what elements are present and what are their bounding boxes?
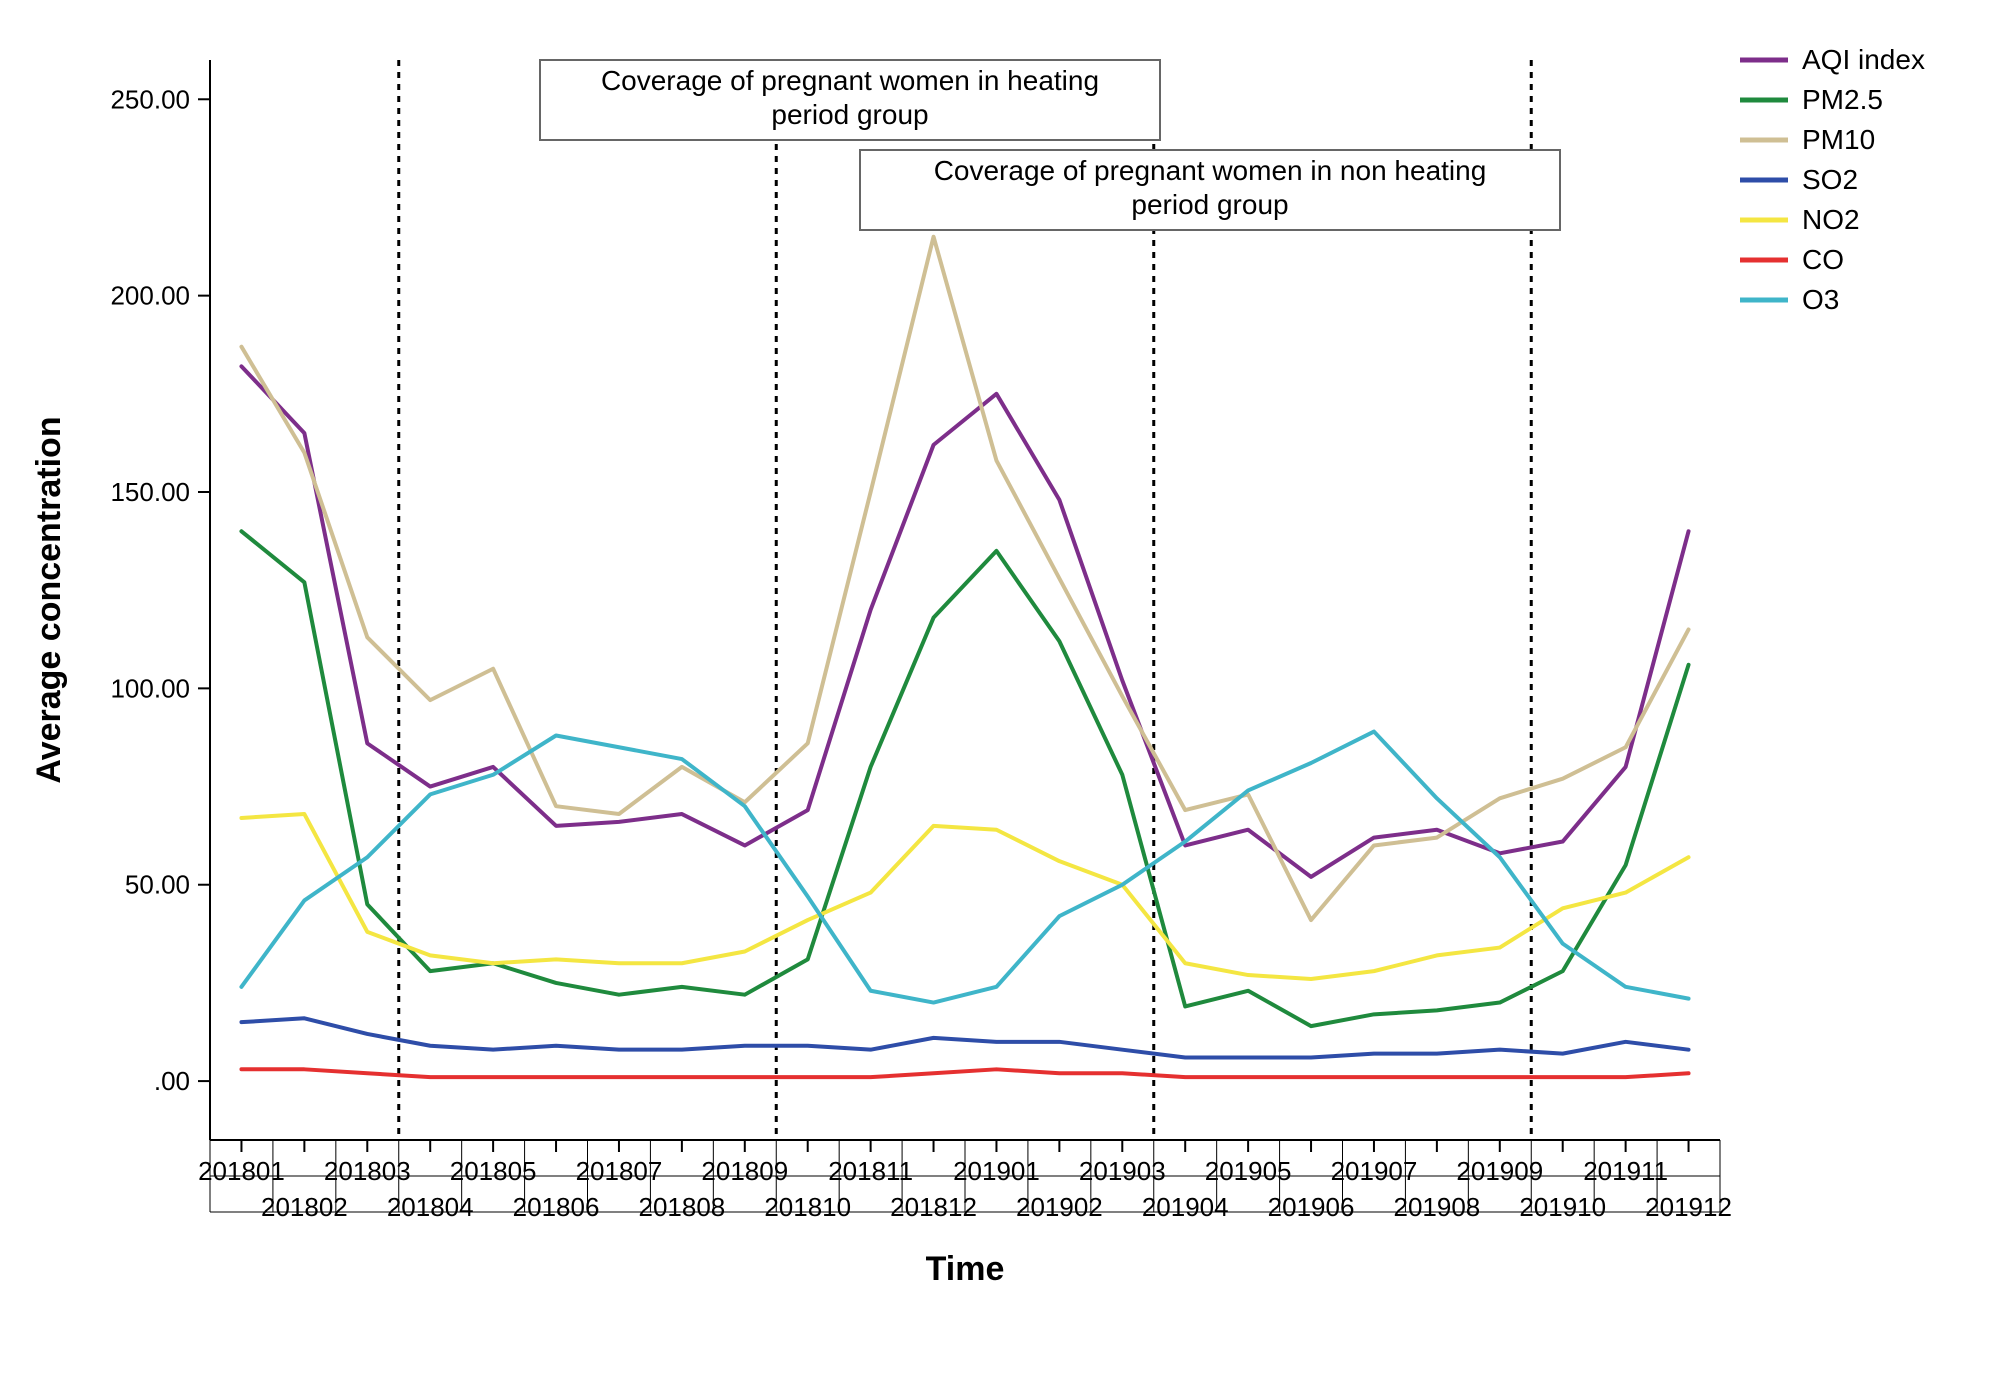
x-tick-label: 201802 <box>261 1192 348 1222</box>
x-tick-label: 201907 <box>1331 1156 1418 1186</box>
legend-label: SO2 <box>1802 164 1858 195</box>
x-axis-title: Time <box>926 1250 1005 1288</box>
svg-text:Coverage of pregnant women in: Coverage of pregnant women in heating <box>601 65 1099 96</box>
x-tick-label: 201904 <box>1142 1192 1229 1222</box>
x-tick-label: 201908 <box>1393 1192 1480 1222</box>
x-tick-label: 201912 <box>1645 1192 1732 1222</box>
y-axis-title: Average concentration <box>30 416 68 783</box>
legend-label: PM10 <box>1802 124 1875 155</box>
legend-label: O3 <box>1802 284 1839 315</box>
x-tick-label: 201805 <box>450 1156 537 1186</box>
x-tick-label: 201804 <box>387 1192 474 1222</box>
x-tick-label: 201901 <box>953 1156 1040 1186</box>
svg-text:period group: period group <box>1131 189 1288 220</box>
legend-label: CO <box>1802 244 1844 275</box>
x-tick-label: 201812 <box>890 1192 977 1222</box>
x-tick-label: 201807 <box>576 1156 663 1186</box>
legend-label: AQI index <box>1802 44 1925 75</box>
legend-label: PM2.5 <box>1802 84 1883 115</box>
heating-box: Coverage of pregnant women in heatingper… <box>540 60 1160 140</box>
y-tick-label: 200.00 <box>110 281 190 311</box>
y-tick-label: 50.00 <box>125 870 190 900</box>
line-chart: .00 50.00 100.00 150.00 200.00 250.00 201801 20… <box>0 0 2008 1392</box>
x-tick-label: 201910 <box>1519 1192 1606 1222</box>
x-tick-label: 201801 <box>198 1156 285 1186</box>
y-tick-label: 250.00 <box>110 84 190 114</box>
y-tick-label: 150.00 <box>110 477 190 507</box>
x-tick-label: 201810 <box>764 1192 851 1222</box>
x-tick-label: 201806 <box>513 1192 600 1222</box>
x-tick-label: 201808 <box>638 1192 725 1222</box>
x-tick-label: 201902 <box>1016 1192 1103 1222</box>
x-tick-label: 201811 <box>828 1156 913 1186</box>
y-tick-label: .00 <box>154 1066 190 1096</box>
svg-text:Coverage of pregnant women in: Coverage of pregnant women in non heatin… <box>934 155 1487 186</box>
x-tick-label: 201809 <box>701 1156 788 1186</box>
x-tick-label: 201803 <box>324 1156 411 1186</box>
nonheating-box: Coverage of pregnant women in non heatin… <box>860 150 1560 230</box>
x-tick-label: 201903 <box>1079 1156 1166 1186</box>
x-tick-label: 201911 <box>1583 1156 1668 1186</box>
y-tick-label: 100.00 <box>110 673 190 703</box>
chart-container: .00 50.00 100.00 150.00 200.00 250.00 201801 20… <box>0 0 2008 1392</box>
legend-label: NO2 <box>1802 204 1860 235</box>
x-tick-label: 201905 <box>1205 1156 1292 1186</box>
svg-text:period group: period group <box>771 99 928 130</box>
x-tick-label: 201909 <box>1456 1156 1543 1186</box>
x-tick-label: 201906 <box>1268 1192 1355 1222</box>
